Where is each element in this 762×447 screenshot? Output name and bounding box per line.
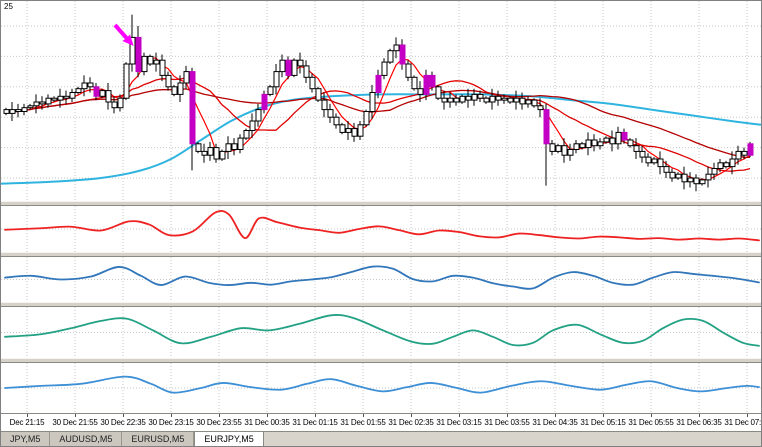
pane-splitter-3[interactable] xyxy=(1,302,761,307)
time-label: 30 Dec 21:55 xyxy=(52,418,98,427)
pane-splitter-2[interactable] xyxy=(1,252,761,257)
time-tick xyxy=(315,414,316,417)
chart-tab-eurjpy-m5[interactable]: EURJPY,M5 xyxy=(194,432,264,446)
indicator-pane-2[interactable] xyxy=(1,257,761,302)
chart-tab-bar: JPY,M5 AUDUSD,M5 EURUSD,M5 EURJPY,M5 xyxy=(1,431,761,446)
chart-tab-jpy-m5[interactable]: JPY,M5 xyxy=(1,432,51,446)
time-label: 31 Dec 07:15 xyxy=(724,418,761,427)
indicator-pane-1[interactable] xyxy=(1,206,761,252)
time-tick xyxy=(171,414,172,417)
time-tick xyxy=(75,414,76,417)
chart-tab-eurusd-m5[interactable]: EURUSD,M5 xyxy=(122,432,195,446)
time-tick xyxy=(459,414,460,417)
pane-splitter-4[interactable] xyxy=(1,358,761,363)
indicator-2-canvas xyxy=(1,257,761,302)
time-label: 31 Dec 02:35 xyxy=(388,418,434,427)
time-tick xyxy=(651,414,652,417)
main-chart-canvas xyxy=(1,1,761,201)
indicator-pane-4[interactable] xyxy=(1,363,761,413)
time-tick xyxy=(27,414,28,417)
bar-count-label: 25 xyxy=(4,2,13,11)
time-label: 30 Dec 23:55 xyxy=(196,418,242,427)
time-tick xyxy=(123,414,124,417)
time-label: 31 Dec 03:15 xyxy=(436,418,482,427)
time-tick xyxy=(555,414,556,417)
time-tick xyxy=(699,414,700,417)
time-label: 31 Dec 03:55 xyxy=(484,418,530,427)
time-tick xyxy=(747,414,748,417)
time-tick xyxy=(267,414,268,417)
time-axis[interactable]: Dec 21:15 30 Dec 21:55 30 Dec 22:35 30 Dec … xyxy=(1,413,761,431)
time-label: Dec 21:15 xyxy=(9,418,45,427)
time-label: 30 Dec 23:15 xyxy=(148,418,194,427)
time-label: 31 Dec 05:55 xyxy=(628,418,674,427)
time-label: 31 Dec 06:35 xyxy=(676,418,722,427)
time-tick xyxy=(603,414,604,417)
time-label: 30 Dec 22:35 xyxy=(100,418,146,427)
time-label: 31 Dec 01:15 xyxy=(292,418,338,427)
indicator-pane-3[interactable] xyxy=(1,307,761,358)
time-label: 31 Dec 05:15 xyxy=(580,418,626,427)
main-chart-pane[interactable]: 25 xyxy=(1,1,761,201)
time-tick xyxy=(363,414,364,417)
time-tick xyxy=(219,414,220,417)
indicator-3-canvas xyxy=(1,307,761,358)
chart-tab-audusd-m5[interactable]: AUDUSD,M5 xyxy=(50,432,123,446)
time-tick xyxy=(507,414,508,417)
time-label: 31 Dec 01:55 xyxy=(340,418,386,427)
time-label: 31 Dec 00:35 xyxy=(244,418,290,427)
indicator-1-canvas xyxy=(1,206,761,252)
time-tick xyxy=(411,414,412,417)
indicator-4-canvas xyxy=(1,363,761,413)
pane-splitter-1[interactable] xyxy=(1,201,761,206)
time-label: 31 Dec 04:35 xyxy=(532,418,578,427)
